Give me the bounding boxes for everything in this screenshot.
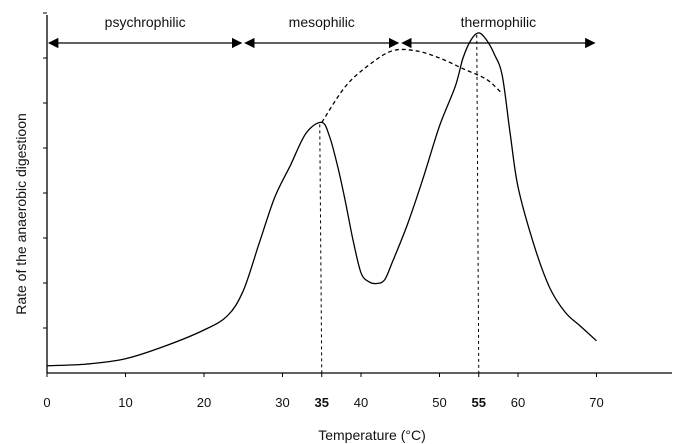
x-tick-label: 55 bbox=[472, 395, 486, 410]
x-tick-label: 35 bbox=[315, 395, 329, 410]
range-label-mesophilic: mesophilic bbox=[289, 14, 355, 30]
x-axis-title: Temperature (°C) bbox=[318, 427, 426, 443]
x-tick-label: 0 bbox=[43, 395, 50, 410]
range-label-psychrophilic: psychrophilic bbox=[105, 14, 186, 30]
x-tick-label: 60 bbox=[511, 395, 525, 410]
reference-line-35 bbox=[319, 124, 323, 374]
range-label-thermophilic: thermophilic bbox=[461, 14, 536, 30]
x-tick-label: 50 bbox=[432, 395, 446, 410]
digestion-rate-line bbox=[46, 32, 597, 367]
x-tick-label: 20 bbox=[197, 395, 211, 410]
x-tick-label: 30 bbox=[275, 395, 289, 410]
y-axis-title: Rate of the anaerobic digestioon bbox=[13, 113, 29, 315]
x-tick-label: 70 bbox=[589, 395, 603, 410]
dashed-envelope-line bbox=[321, 48, 503, 123]
reference-line-55 bbox=[476, 34, 480, 374]
x-tick-label: 40 bbox=[354, 395, 368, 410]
x-tick-label: 10 bbox=[118, 395, 132, 410]
